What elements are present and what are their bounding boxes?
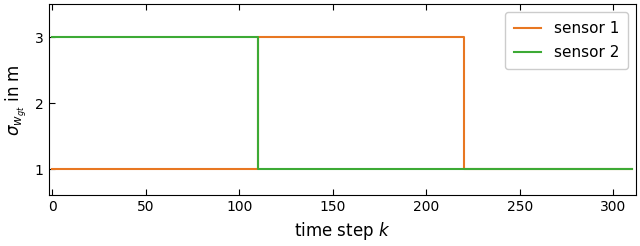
sensor 2 <box>628 168 636 170</box>
Legend: sensor 1, sensor 2: sensor 1, sensor 2 <box>505 12 628 69</box>
sensor 1 <box>628 168 636 170</box>
sensor 1 <box>49 168 56 170</box>
sensor 1 <box>460 36 468 39</box>
X-axis label: time step $k$: time step $k$ <box>294 220 390 242</box>
Y-axis label: $\sigma_{w_{gt}}$ in m: $\sigma_{w_{gt}}$ in m <box>4 64 29 136</box>
sensor 1 <box>460 168 468 170</box>
sensor 2 <box>254 36 262 39</box>
sensor 1 <box>254 36 262 39</box>
Line: sensor 1: sensor 1 <box>52 37 632 169</box>
Line: sensor 2: sensor 2 <box>52 37 632 169</box>
sensor 2 <box>254 168 262 170</box>
sensor 1 <box>254 168 262 170</box>
sensor 2 <box>49 36 56 39</box>
